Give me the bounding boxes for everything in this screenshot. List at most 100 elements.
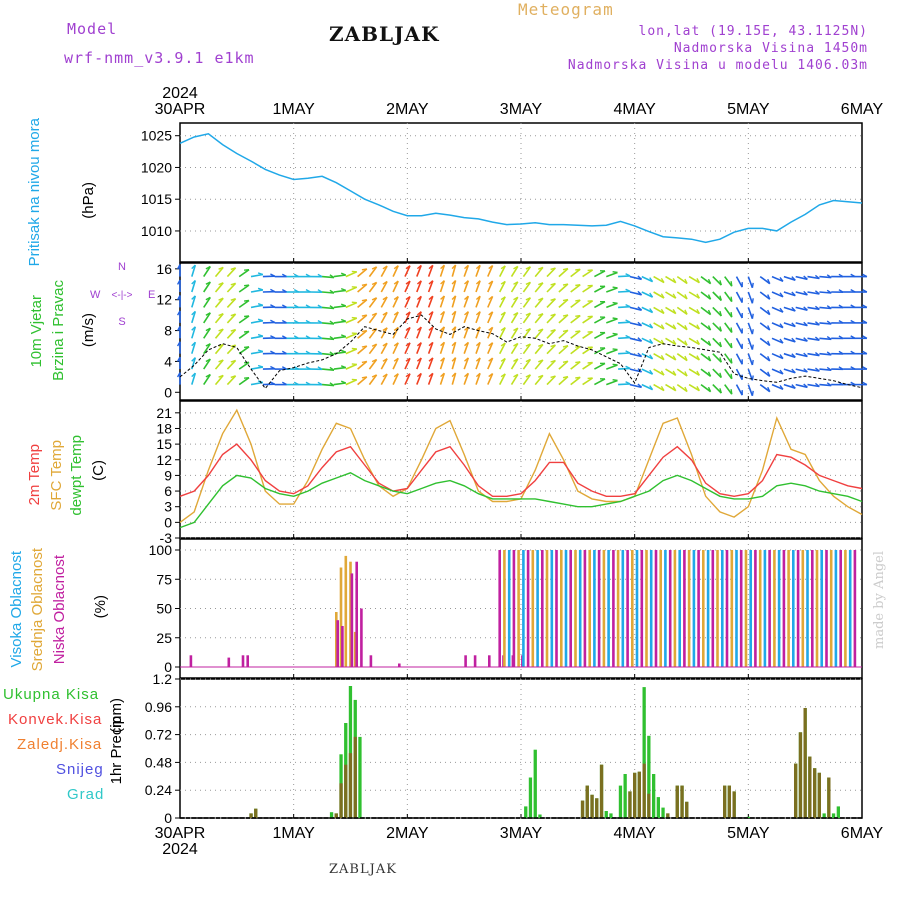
wind-barb-head xyxy=(428,311,434,316)
wind-barb xyxy=(427,326,434,339)
wind-barb xyxy=(250,350,264,355)
wind-barb-head xyxy=(696,293,701,299)
wind-barb-head xyxy=(416,264,422,270)
ytick-label-precip: 0.96 xyxy=(145,699,172,715)
wind-barb xyxy=(606,364,618,370)
total-precip-bar xyxy=(609,813,613,818)
wind-barb-head xyxy=(371,297,377,301)
wind-barb xyxy=(546,329,556,339)
ytick-label-precip: 0.24 xyxy=(145,782,172,798)
overcast-cloud-bar xyxy=(616,550,620,667)
wind-barb xyxy=(214,374,224,386)
wind-barb xyxy=(807,383,820,388)
wind-barb-head xyxy=(814,367,820,372)
wind-barb-head xyxy=(672,278,677,284)
wind-barb-head xyxy=(230,267,236,271)
wind-barb-head xyxy=(371,312,377,316)
wind-barb xyxy=(546,282,556,293)
conv-precip-bar xyxy=(803,708,807,818)
wind-barb xyxy=(688,275,700,284)
wind-barb xyxy=(250,320,264,324)
low-cloud-bar xyxy=(369,655,373,667)
wind-barb-head xyxy=(230,282,236,286)
wind-barb-head xyxy=(767,386,771,392)
wind-barb-head xyxy=(672,324,677,330)
wind-barb-head xyxy=(707,309,712,315)
wind-barb xyxy=(582,315,594,324)
wind-barb-head xyxy=(428,264,434,270)
cloud-bars xyxy=(189,550,857,667)
wind-barb-head xyxy=(329,320,335,325)
wind-barb-head xyxy=(257,349,264,353)
wind-barb-head xyxy=(862,381,868,386)
wind-barb xyxy=(724,322,733,333)
wind-barb-head xyxy=(575,284,581,287)
overcast-cloud-bar xyxy=(564,550,568,667)
wind-barb-head xyxy=(562,329,569,333)
wind-barb xyxy=(819,352,832,356)
wind-barb-head xyxy=(405,373,411,378)
wind-barb-head xyxy=(205,373,211,378)
wind-barb-head xyxy=(293,335,299,339)
time-tick-label-bottom: 30APR xyxy=(155,825,206,842)
wind-barb xyxy=(333,274,346,278)
wind-barb-head xyxy=(244,315,250,318)
wind-barb-head xyxy=(791,276,796,281)
wind-barb-head xyxy=(270,335,276,339)
wind-barb xyxy=(226,329,237,339)
wind-barb xyxy=(771,352,784,360)
wind-barb xyxy=(807,368,820,372)
conv-precip-bar xyxy=(339,783,343,819)
wind-barb xyxy=(475,326,481,339)
low-cloud-bar xyxy=(336,620,339,667)
wind-barb-head xyxy=(767,325,771,331)
total-precip-bar xyxy=(661,807,665,818)
wind-barb xyxy=(392,296,399,308)
wind-barb-head xyxy=(361,345,367,348)
wind-barb xyxy=(629,275,642,281)
wind-barb-head xyxy=(218,297,224,301)
conv-precip-bar xyxy=(685,801,689,818)
wind-barb-head xyxy=(513,311,519,316)
wind-barb-head xyxy=(416,295,422,301)
station-title: ZABLJAK xyxy=(329,22,440,46)
wind-barb-head xyxy=(660,370,665,376)
wind-barb-head xyxy=(361,299,367,302)
wind-barb-head xyxy=(281,319,288,324)
wind-barb xyxy=(404,357,411,370)
total-precip-bar xyxy=(642,687,646,818)
wind-barb-head xyxy=(803,290,808,296)
mid-cloud-bar xyxy=(335,612,338,667)
wind-barb xyxy=(641,306,653,314)
wind-barb xyxy=(203,312,211,324)
time-tick-label-bottom: 2MAY xyxy=(386,825,429,842)
wind-barb xyxy=(404,342,411,355)
wind-barb-head xyxy=(475,357,481,362)
wind-barb xyxy=(771,275,784,283)
wind-barb-head xyxy=(751,375,754,381)
overcast-cloud-bar xyxy=(820,550,823,667)
wind-barb-head xyxy=(696,370,701,376)
wind-barb-head xyxy=(612,271,618,274)
wind-barb xyxy=(594,378,606,386)
conv-precip-bar xyxy=(675,785,679,818)
wind-barb xyxy=(618,321,631,324)
wind-barb-head xyxy=(767,356,771,362)
wind-barb-head xyxy=(814,274,820,280)
wind-barb xyxy=(510,327,519,339)
wind-barb xyxy=(606,348,618,355)
wind-barb xyxy=(333,305,346,309)
wind-barb xyxy=(238,299,250,309)
overcast-cloud-bar xyxy=(569,550,572,667)
wind-dir-n: N xyxy=(118,261,126,273)
wind-barb xyxy=(322,275,335,279)
wind-barb-head xyxy=(329,336,335,340)
wind-barb-head xyxy=(340,318,347,322)
wind-barb xyxy=(534,282,544,293)
wind-barb xyxy=(653,383,665,392)
wind-barb xyxy=(487,280,494,293)
wind-barb-head xyxy=(684,278,688,284)
time-year-top: 2024 xyxy=(162,85,198,102)
wind-barb xyxy=(250,289,264,293)
wind-barb-head xyxy=(393,373,399,378)
